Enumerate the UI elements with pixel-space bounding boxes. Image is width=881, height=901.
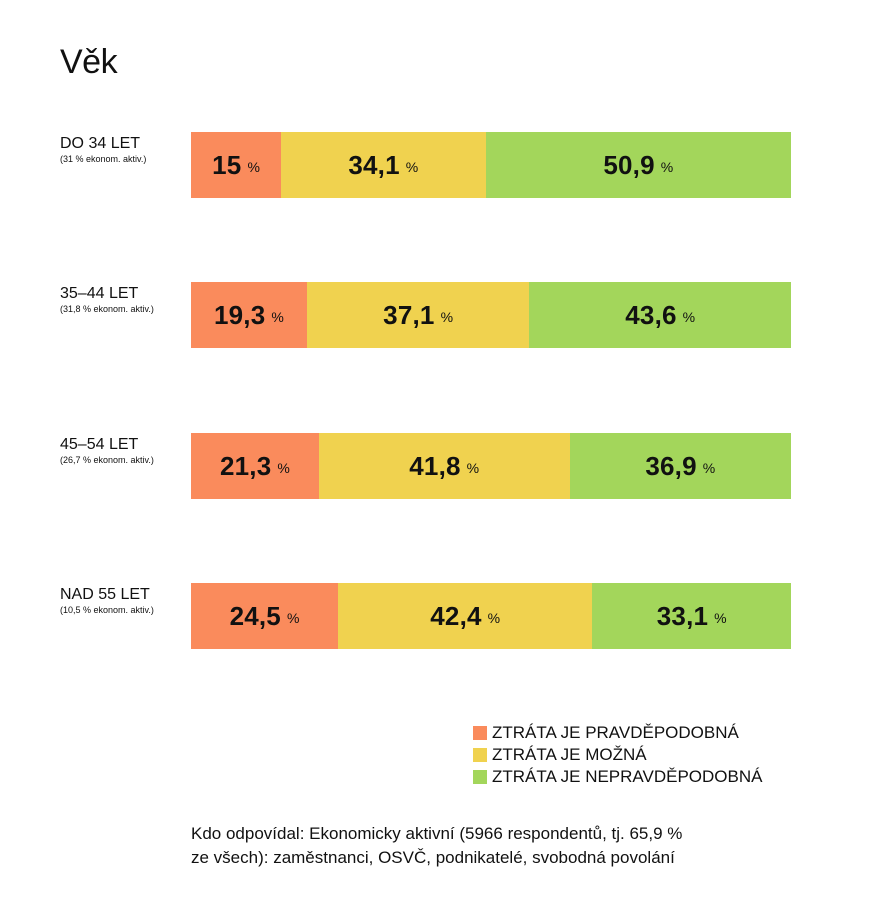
chart-title: Věk bbox=[60, 43, 118, 81]
percent-sign: % bbox=[714, 610, 727, 626]
data-label: 24,5 bbox=[229, 600, 281, 631]
percent-sign: % bbox=[286, 610, 300, 626]
bar-segment: 34,1% bbox=[281, 132, 486, 198]
stacked-bar: 19,3% 37,1% 43,6% bbox=[191, 282, 791, 348]
data-label: 41,8 bbox=[409, 450, 461, 481]
category-name: 45–54 LET bbox=[60, 436, 139, 453]
category-label: 35–44 LET (31,8 % ekonom. aktiv.) bbox=[60, 284, 190, 315]
legend-label: ZTRÁTA JE MOŽNÁ bbox=[492, 745, 647, 764]
category-subtitle: (26,7 % ekonom. aktiv.) bbox=[60, 455, 154, 465]
percent-sign: % bbox=[466, 460, 480, 476]
data-label: 37,1 bbox=[383, 299, 435, 330]
data-label: 34,1 bbox=[348, 149, 400, 180]
category-label: DO 34 LET (31 % ekonom. aktiv.) bbox=[60, 134, 190, 165]
percent-sign: % bbox=[405, 159, 419, 175]
bar-segment: 50,9% bbox=[485, 132, 791, 198]
percent-sign: % bbox=[247, 159, 260, 175]
stacked-bar: 21,3% 41,8% 36,9% bbox=[191, 433, 791, 499]
legend-item: ZTRÁTA JE NEPRAVDĚPODOBNÁ bbox=[473, 766, 762, 788]
bar-row: NAD 55 LET (10,5 % ekonom. aktiv.) 24,5% 42… bbox=[0, 583, 881, 651]
footnote-line-2: ze všech): zaměstnanci, OSVČ, podnikatel… bbox=[191, 848, 675, 867]
category-name: NAD 55 LET bbox=[60, 586, 150, 603]
bar-segment: 19,3% bbox=[191, 282, 307, 348]
bar-segment: 21,3% bbox=[191, 433, 319, 499]
footnote-line-1: Kdo odpovídal: Ekonomicky aktivní (5966 … bbox=[191, 824, 683, 843]
data-label: 42,4 bbox=[430, 600, 482, 631]
data-label: 43,6 bbox=[625, 299, 677, 330]
legend-swatch bbox=[473, 726, 487, 740]
category-name: 35–44 LET bbox=[60, 285, 139, 302]
bar-segment: 15% bbox=[191, 132, 281, 198]
data-label: 15 bbox=[212, 149, 242, 180]
stacked-bar: 15% 34,1% 50,9% bbox=[191, 132, 791, 198]
footnote: Kdo odpovídal: Ekonomicky aktivní (5966 … bbox=[191, 822, 831, 870]
legend-label: ZTRÁTA JE PRAVDĚPODOBNÁ bbox=[492, 723, 739, 742]
category-subtitle: (31,8 % ekonom. aktiv.) bbox=[60, 304, 154, 314]
percent-sign: % bbox=[682, 309, 696, 325]
legend-label: ZTRÁTA JE NEPRAVDĚPODOBNÁ bbox=[492, 767, 763, 786]
percent-sign: % bbox=[487, 610, 501, 626]
bar-row: DO 34 LET (31 % ekonom. aktiv.) 15% 34,1% 50… bbox=[0, 132, 881, 200]
legend: ZTRÁTA JE PRAVDĚPODOBNÁ ZTRÁTA JE MOŽNÁ ZT… bbox=[473, 722, 762, 788]
category-label: NAD 55 LET (10,5 % ekonom. aktiv.) bbox=[60, 585, 190, 616]
legend-swatch bbox=[473, 770, 487, 784]
percent-sign: % bbox=[702, 460, 716, 476]
legend-swatch bbox=[473, 748, 487, 762]
data-label: 36,9 bbox=[645, 450, 697, 481]
bar-segment: 24,5% bbox=[191, 583, 338, 649]
category-label: 45–54 LET (26,7 % ekonom. aktiv.) bbox=[60, 435, 190, 466]
bar-segment: 37,1% bbox=[306, 282, 530, 348]
percent-sign: % bbox=[660, 159, 674, 175]
category-name: DO 34 LET bbox=[60, 135, 141, 152]
bar-segment: 36,9% bbox=[569, 433, 791, 499]
category-subtitle: (10,5 % ekonom. aktiv.) bbox=[60, 605, 154, 615]
bar-segment: 42,4% bbox=[338, 583, 593, 649]
percent-sign: % bbox=[277, 460, 290, 476]
legend-item: ZTRÁTA JE MOŽNÁ bbox=[473, 744, 762, 766]
bar-row: 45–54 LET (26,7 % ekonom. aktiv.) 21,3% 41,… bbox=[0, 433, 881, 501]
stacked-bar: 24,5% 42,4% 33,1% bbox=[191, 583, 791, 649]
percent-sign: % bbox=[271, 309, 284, 325]
data-label: 21,3 bbox=[219, 450, 272, 481]
bar-segment: 33,1% bbox=[592, 583, 791, 649]
percent-sign: % bbox=[440, 309, 454, 325]
bar-row: 35–44 LET (31,8 % ekonom. aktiv.) 19,3% 37,… bbox=[0, 282, 881, 350]
legend-item: ZTRÁTA JE PRAVDĚPODOBNÁ bbox=[473, 722, 762, 744]
bar-segment: 43,6% bbox=[529, 282, 791, 348]
data-label: 50,9 bbox=[603, 149, 655, 180]
data-label: 19,3 bbox=[213, 299, 266, 330]
data-label: 33,1 bbox=[656, 600, 709, 631]
category-subtitle: (31 % ekonom. aktiv.) bbox=[60, 154, 147, 164]
bar-segment: 41,8% bbox=[318, 433, 570, 499]
